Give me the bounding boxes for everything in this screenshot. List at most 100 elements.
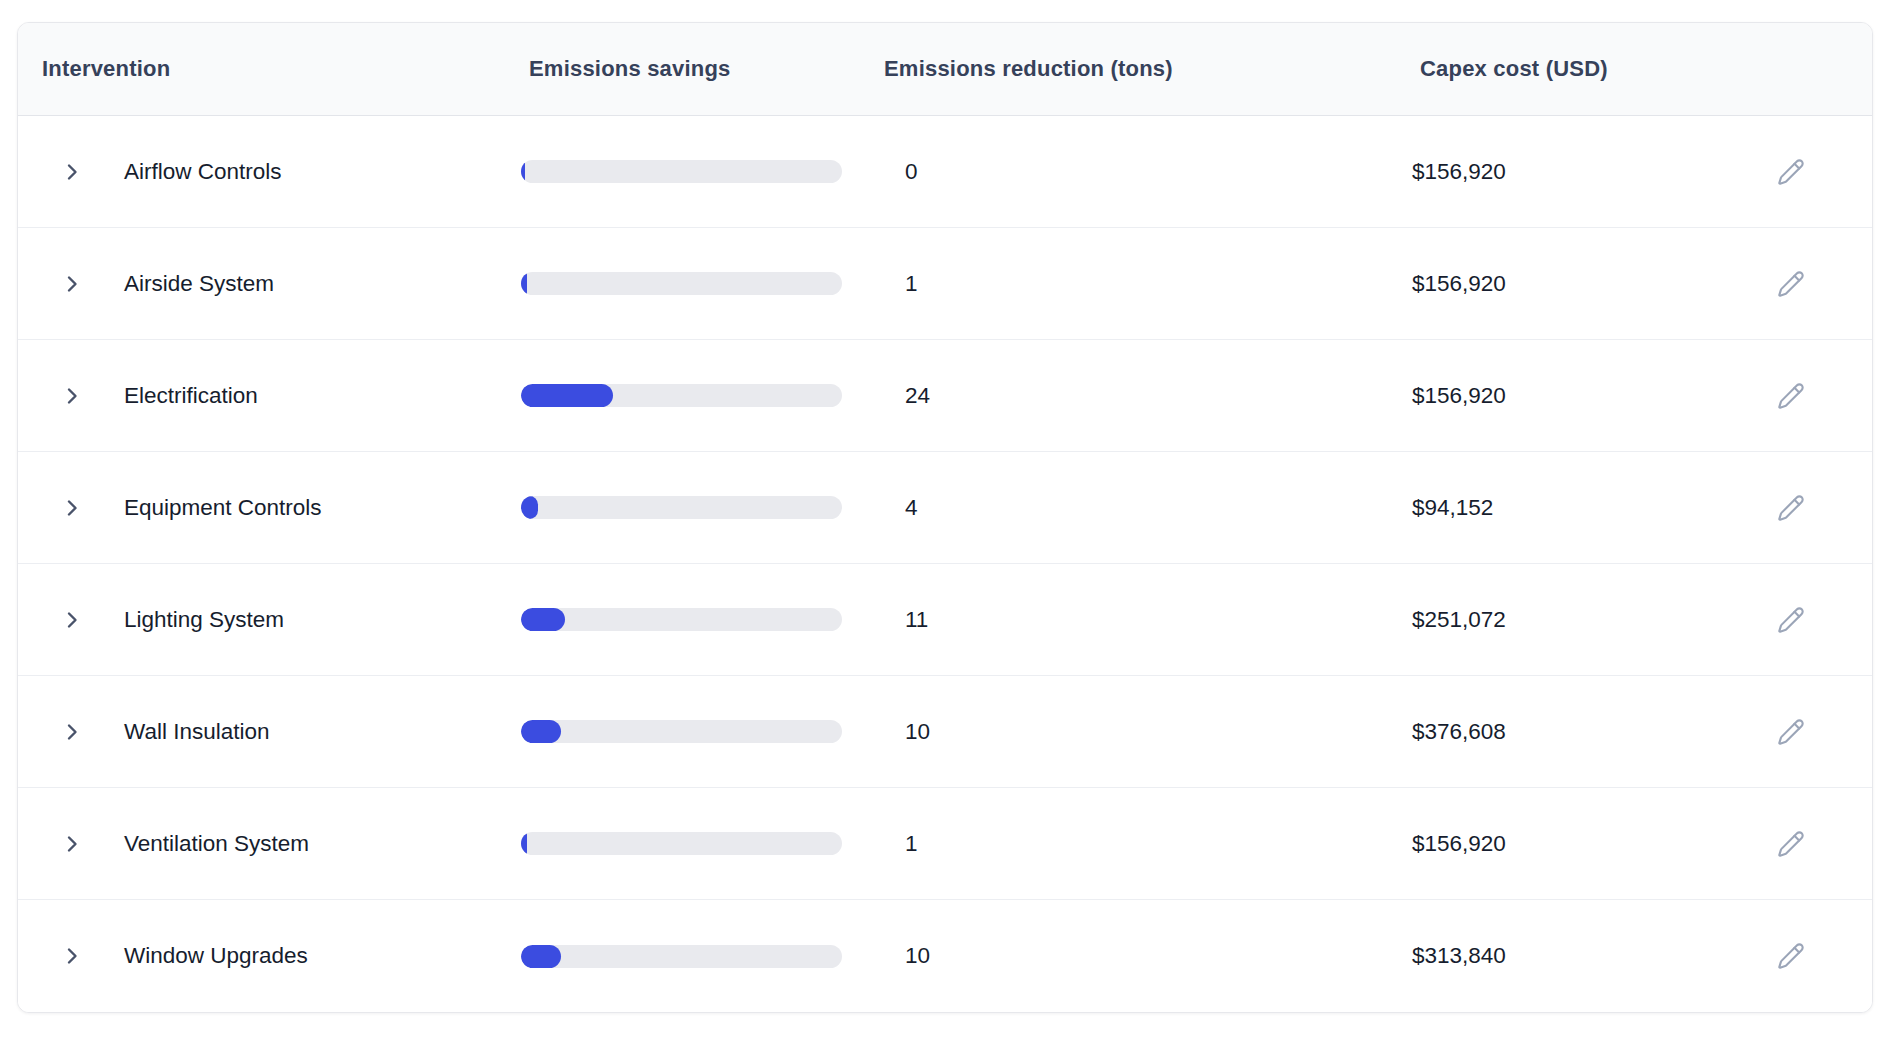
emissions-savings-bar-fill [521, 945, 561, 968]
emissions-savings-cell [505, 832, 884, 855]
edit-row-button[interactable] [1773, 490, 1809, 526]
capex-cost-value: $251,072 [1412, 607, 1738, 633]
actions-cell [1738, 826, 1872, 862]
capex-cost-value: $156,920 [1412, 159, 1738, 185]
actions-cell [1738, 154, 1872, 190]
table-row: Electrification 24 $156,920 [18, 340, 1872, 452]
emissions-savings-bar-track [521, 720, 842, 743]
chevron-right-icon [60, 160, 84, 184]
capex-cost-value: $376,608 [1412, 719, 1738, 745]
expand-row-button[interactable] [60, 272, 84, 296]
chevron-right-icon [60, 608, 84, 632]
pencil-icon [1777, 270, 1805, 298]
actions-cell [1738, 266, 1872, 302]
intervention-name: Lighting System [124, 607, 284, 633]
intervention-cell: Ventilation System [18, 831, 505, 857]
chevron-right-icon [60, 832, 84, 856]
emissions-savings-bar-track [521, 272, 842, 295]
expand-row-button[interactable] [60, 384, 84, 408]
capex-cost-value: $313,840 [1412, 943, 1738, 969]
emissions-savings-bar-track [521, 496, 842, 519]
intervention-cell: Airside System [18, 271, 505, 297]
emissions-savings-bar-track [521, 832, 842, 855]
edit-row-button[interactable] [1773, 938, 1809, 974]
column-header-intervention: Intervention [18, 56, 505, 82]
emissions-savings-bar-track [521, 608, 842, 631]
expand-row-button[interactable] [60, 944, 84, 968]
intervention-name: Airflow Controls [124, 159, 282, 185]
emissions-savings-bar-fill [521, 496, 538, 519]
capex-cost-value: $156,920 [1412, 271, 1738, 297]
actions-cell [1738, 602, 1872, 638]
expand-row-button[interactable] [60, 720, 84, 744]
intervention-name: Airside System [124, 271, 274, 297]
emissions-savings-bar-track [521, 945, 842, 968]
edit-row-button[interactable] [1773, 602, 1809, 638]
interventions-table-card: Intervention Emissions savings Emissions… [17, 22, 1873, 1013]
expand-row-button[interactable] [60, 832, 84, 856]
expand-row-button[interactable] [60, 608, 84, 632]
emissions-reduction-value: 10 [884, 943, 1412, 969]
emissions-savings-cell [505, 608, 884, 631]
emissions-savings-bar-track [521, 384, 842, 407]
table-body: Airflow Controls 0 $156,920 [18, 116, 1872, 1012]
intervention-cell: Airflow Controls [18, 159, 505, 185]
chevron-right-icon [60, 384, 84, 408]
pencil-icon [1777, 158, 1805, 186]
edit-row-button[interactable] [1773, 266, 1809, 302]
pencil-icon [1777, 606, 1805, 634]
intervention-name: Wall Insulation [124, 719, 269, 745]
pencil-icon [1777, 718, 1805, 746]
chevron-right-icon [60, 944, 84, 968]
edit-row-button[interactable] [1773, 378, 1809, 414]
expand-row-button[interactable] [60, 160, 84, 184]
emissions-savings-cell [505, 160, 884, 183]
edit-row-button[interactable] [1773, 154, 1809, 190]
emissions-savings-cell [505, 720, 884, 743]
edit-row-button[interactable] [1773, 826, 1809, 862]
chevron-right-icon [60, 720, 84, 744]
intervention-cell: Electrification [18, 383, 505, 409]
pencil-icon [1777, 830, 1805, 858]
actions-cell [1738, 378, 1872, 414]
table-row: Window Upgrades 10 $313,840 [18, 900, 1872, 1012]
column-header-emissions-reduction: Emissions reduction (tons) [884, 56, 1412, 82]
emissions-savings-bar-fill [521, 272, 527, 295]
emissions-savings-bar-fill [521, 608, 565, 631]
intervention-cell: Lighting System [18, 607, 505, 633]
emissions-savings-cell [505, 272, 884, 295]
capex-cost-value: $156,920 [1412, 831, 1738, 857]
pencil-icon [1777, 382, 1805, 410]
table-row: Airflow Controls 0 $156,920 [18, 116, 1872, 228]
actions-cell [1738, 490, 1872, 526]
intervention-cell: Window Upgrades [18, 943, 505, 969]
emissions-savings-bar-fill [521, 384, 613, 407]
emissions-savings-cell [505, 945, 884, 968]
pencil-icon [1777, 494, 1805, 522]
capex-cost-value: $94,152 [1412, 495, 1738, 521]
emissions-savings-bar-track [521, 160, 842, 183]
table-row: Equipment Controls 4 $94,152 [18, 452, 1872, 564]
emissions-reduction-value: 11 [884, 607, 1412, 633]
emissions-reduction-value: 24 [884, 383, 1412, 409]
emissions-savings-bar-fill [521, 720, 561, 743]
intervention-cell: Equipment Controls [18, 495, 505, 521]
edit-row-button[interactable] [1773, 714, 1809, 750]
column-header-capex-cost: Capex cost (USD) [1412, 56, 1738, 82]
emissions-reduction-value: 1 [884, 831, 1412, 857]
table-row: Ventilation System 1 $156,920 [18, 788, 1872, 900]
intervention-cell: Wall Insulation [18, 719, 505, 745]
expand-row-button[interactable] [60, 496, 84, 520]
emissions-reduction-value: 1 [884, 271, 1412, 297]
emissions-savings-bar-fill [521, 832, 527, 855]
table-header-row: Intervention Emissions savings Emissions… [18, 23, 1872, 116]
intervention-name: Ventilation System [124, 831, 309, 857]
intervention-name: Electrification [124, 383, 258, 409]
emissions-savings-cell [505, 496, 884, 519]
actions-cell [1738, 714, 1872, 750]
table-row: Airside System 1 $156,920 [18, 228, 1872, 340]
chevron-right-icon [60, 272, 84, 296]
emissions-reduction-value: 10 [884, 719, 1412, 745]
intervention-name: Window Upgrades [124, 943, 308, 969]
emissions-savings-cell [505, 384, 884, 407]
